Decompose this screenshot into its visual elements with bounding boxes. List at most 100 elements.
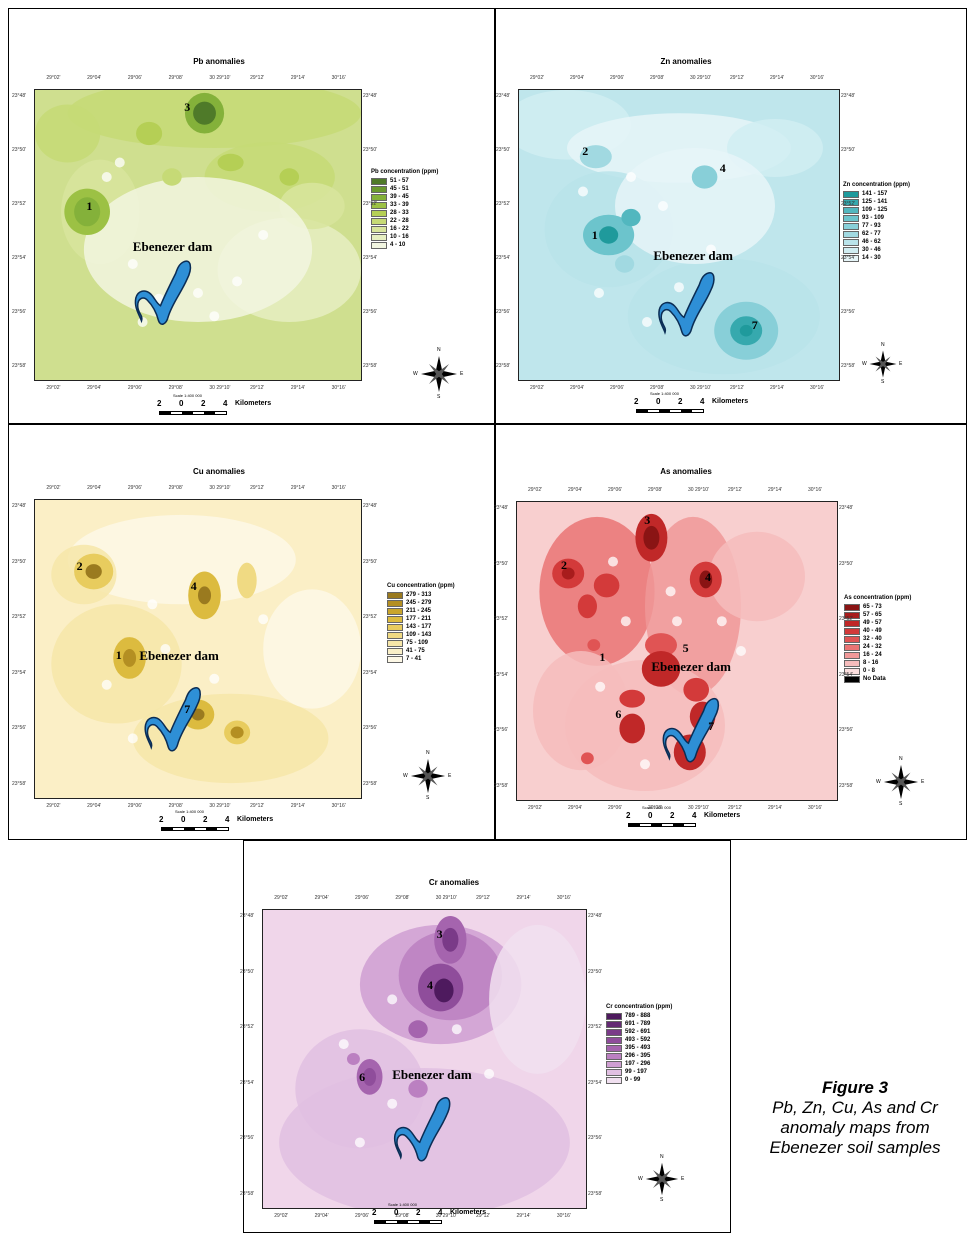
longitude-tick-bottom: 29°12' [730,385,745,391]
cr-sample-point [484,1068,495,1079]
longitude-tick-bottom: 30°16' [556,1213,571,1219]
site-number-label: 1 [591,228,598,242]
pb-anomaly-blob [217,153,244,172]
latitude-tick-left: 23°52' [12,201,27,207]
longitude-tick-top: 29°02' [46,485,61,491]
longitude-tick-bottom: 29°04' [87,385,102,391]
legend-swatch [606,1020,622,1028]
longitude-tick-top: 29°12' [476,895,491,901]
legend-row: 197 - 296 [606,1060,672,1068]
legend-swatch [844,603,860,611]
zn-anomaly-blob [739,324,753,337]
scale-tick-label: 2 [372,1208,377,1217]
scale-tick-label: 2 [416,1208,421,1217]
north-arrow-icon [421,356,457,392]
legend-row: 32 - 40 [844,635,911,643]
longitude-tick-top: 29°02' [46,75,61,81]
legend-row: 143 - 177 [387,623,455,631]
site-number-label: 3 [644,512,651,527]
longitude-tick-top: 29°14' [290,75,305,81]
legend-range-label: 691 - 789 [625,1021,651,1027]
longitude-tick-bottom: 30 29°10' [688,805,710,811]
legend-range-label: 7 - 41 [406,656,422,662]
pb-sample-point [101,172,112,182]
pb-concentration-zone [83,177,313,322]
cr-map-title: Cr anomalies [428,878,480,887]
zn-map-panel: Zn anomalies Ebenezer dam 2 4 1 7 Zn concent… [495,8,967,424]
cr-sample-point [387,994,398,1005]
latitude-tick-right: 23°52' [363,201,378,207]
legend-swatch [371,217,387,225]
site-number-label: 6 [615,706,622,721]
legend-row: 28 - 33 [371,209,438,217]
legend-swatch [371,225,387,233]
legend-row: 65 - 73 [844,603,911,611]
legend-range-label: 296 - 395 [625,1053,651,1059]
latitude-tick-left: 23°48' [240,913,255,919]
legend-row: 0 - 99 [606,1076,672,1084]
longitude-tick-bottom: 29°02' [528,805,543,811]
longitude-tick-bottom: 29°06' [127,803,142,809]
latitude-tick-left: 23°48' [12,503,27,509]
ebenezer-dam-label: Ebenezer dam [139,647,219,663]
latitude-tick-right: 23°56' [363,309,378,315]
legend-range-label: 40 - 49 [863,628,882,634]
scale-tick-label: 2 [157,399,162,408]
legend-swatch [843,198,859,206]
longitude-tick-top: 30 29°10' [435,895,457,901]
scale-ratio-label: Scale 1:400 000 [388,1202,417,1207]
latitude-tick-left: 23°54' [496,255,511,261]
cr-anomaly-blob [408,1020,428,1039]
cu-sample-point [160,644,171,654]
legend-row: 493 - 592 [606,1036,672,1044]
legend-row: 109 - 125 [843,206,910,214]
compass-n-label: N [660,1154,664,1160]
latitude-tick-left: 23°56' [12,725,27,732]
legend-range-label: 16 - 24 [863,652,882,658]
legend-range-label: 99 - 197 [625,1069,648,1075]
site-number-label: 3 [436,926,443,941]
legend-range-label: 14 - 30 [862,255,881,261]
latitude-tick-left: 23°52' [496,201,511,207]
longitude-tick-bottom: 29°06' [608,805,623,811]
legend-swatch [843,214,859,222]
legend-row: 14 - 30 [843,254,910,262]
legend-title: As concentration (ppm) [844,595,912,601]
cr-anomaly-surface [263,910,586,1208]
scale-unit-label: Kilometers [237,816,274,823]
zn-map-frame: Ebenezer dam 2 4 1 7 [518,89,840,381]
as-anomaly-blob [593,573,620,598]
compass-s-label: S [437,394,441,400]
longitude-tick-top: 30 29°10' [209,485,231,491]
longitude-tick-top: 29°02' [530,75,545,81]
latitude-tick-left: 23°56' [240,1135,255,1142]
latitude-tick-right: 23°54' [363,255,378,261]
cr-map-panel: Cr anomalies Ebenezer dam 3 4 6 Cr concentr… [240,840,731,1233]
compass-w-label: W [403,773,408,779]
ebenezer-dam-label: Ebenezer dam [653,248,733,263]
zn-concentration-zone [727,119,823,177]
ebenezer-dam-label: Ebenezer dam [392,1066,472,1082]
zn-sample-point [626,172,636,182]
legend-swatch [844,651,860,659]
legend-swatch [844,675,860,683]
as-legend: As concentration (ppm) 65 - 73 57 - 65 49 -… [844,595,911,683]
as-map-title: As anomalies [660,467,712,476]
legend-row: 99 - 197 [606,1068,672,1076]
zn-sample-point [674,282,684,293]
legend-swatch [844,627,860,635]
longitude-tick-bottom: 30 29°10' [690,385,712,391]
scale-unit-label: Kilometers [235,400,272,407]
cr-scale-bar: 2 0 2 4 Kilometers Scale 1:400 000 [372,1202,524,1232]
zn-anomaly-surface [519,90,839,380]
legend-swatch [371,241,387,249]
cu-sample-point [127,733,138,744]
latitude-tick-left: 23°52' [240,1024,255,1031]
latitude-tick-left: 23°48' [494,505,509,511]
legend-swatch [371,177,387,185]
cu-anomaly-blob [237,562,257,599]
cu-sample-point [147,599,158,610]
latitude-tick-right: 23°48' [363,503,378,509]
latitude-tick-left: 23°54' [12,669,27,676]
cr-sample-point [387,1098,398,1109]
